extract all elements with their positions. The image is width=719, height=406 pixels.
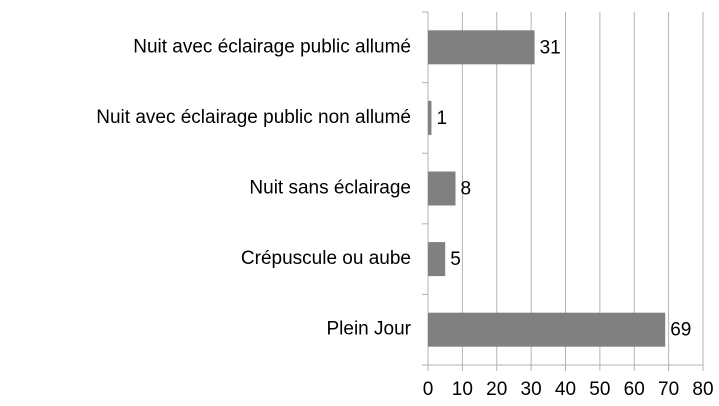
data-label: 5: [450, 249, 461, 270]
y-tick-label: Nuit sans éclairage: [249, 178, 411, 199]
x-tick-label: 80: [692, 379, 713, 400]
data-label: 31: [540, 37, 561, 58]
data-label: 1: [436, 108, 447, 129]
x-tick-label: 10: [452, 379, 473, 400]
y-tick-label: Crépuscule ou aube: [241, 248, 411, 269]
x-tick-label: 50: [589, 379, 610, 400]
bar: [428, 242, 446, 277]
x-tick-label: 40: [555, 379, 576, 400]
bar: [428, 312, 666, 347]
x-tick-label: 30: [521, 379, 542, 400]
bar: [428, 171, 456, 206]
data-label: 8: [461, 179, 472, 200]
y-tick-label: Nuit avec éclairage public allumé: [133, 36, 411, 57]
bar: [428, 100, 432, 135]
x-tick-label: 0: [423, 379, 434, 400]
bar: [428, 30, 535, 65]
y-tick-label: Plein Jour: [327, 319, 412, 340]
y-tick-label: Nuit avec éclairage public non allumé: [96, 107, 411, 128]
x-tick-label: 60: [624, 379, 645, 400]
x-tick-label: 20: [486, 379, 507, 400]
data-label: 69: [670, 320, 691, 341]
x-tick-label: 70: [658, 379, 679, 400]
